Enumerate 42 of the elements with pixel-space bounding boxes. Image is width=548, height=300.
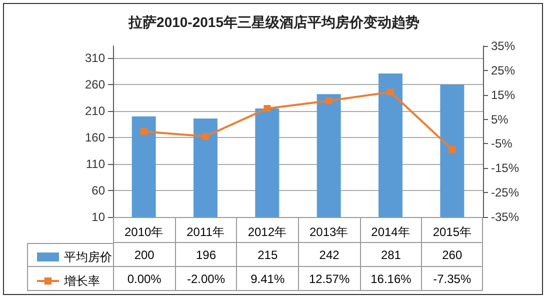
y2-tick-label: -25% <box>491 186 520 200</box>
y2-tick-label: 15% <box>491 88 516 102</box>
y-tick-label: 60 <box>92 184 106 198</box>
data-label: 215 <box>236 243 298 267</box>
legend-label: 平均房价 <box>64 250 112 264</box>
data-label: 242 <box>298 243 360 267</box>
point <box>264 105 271 112</box>
y2-tick-label: 5% <box>491 112 509 126</box>
data-label: 260 <box>421 243 483 267</box>
data-label: 281 <box>360 243 422 267</box>
y-tick-label: 160 <box>84 130 106 145</box>
legend-label: 增长率 <box>63 274 100 288</box>
x-tick-label: 2010年 <box>124 225 164 239</box>
x-tick-label: 2011年 <box>186 225 224 239</box>
data-label: 200 <box>113 243 175 267</box>
y2-tick-label: -5% <box>491 136 513 151</box>
chart-title: 拉萨2010-2015年三星级酒店平均房价变动趋势 <box>128 14 420 30</box>
y2-tick-label: -35% <box>491 210 520 224</box>
y2-tick-label: -15% <box>491 161 520 176</box>
x-tick-label: 2015年 <box>432 225 472 239</box>
y-tick-label: 310 <box>84 51 106 66</box>
data-label: -7.35% <box>421 267 483 291</box>
data-label: 196 <box>174 243 236 267</box>
y-tick-label: 210 <box>84 104 106 118</box>
data-label: 9.41% <box>236 267 298 291</box>
point <box>387 88 394 96</box>
point <box>448 146 456 153</box>
data-label: 12.57% <box>298 267 360 291</box>
point <box>325 97 332 104</box>
y2-tick-label: 35% <box>491 39 516 53</box>
y-tick-label: 10 <box>92 210 106 224</box>
data-label: -2.00% <box>174 267 236 291</box>
point <box>140 128 148 135</box>
y-tick-label: 260 <box>84 78 106 92</box>
data-label: 16.16% <box>360 267 422 291</box>
y2-tick-label: 25% <box>491 63 516 78</box>
x-tick-label: 2014年 <box>371 225 410 239</box>
point <box>202 132 209 140</box>
data-label: 0.00% <box>113 267 175 291</box>
x-tick-label: 2012年 <box>248 225 287 239</box>
x-tick-label: 2013年 <box>309 225 348 239</box>
y-tick-label: 110 <box>86 157 106 172</box>
